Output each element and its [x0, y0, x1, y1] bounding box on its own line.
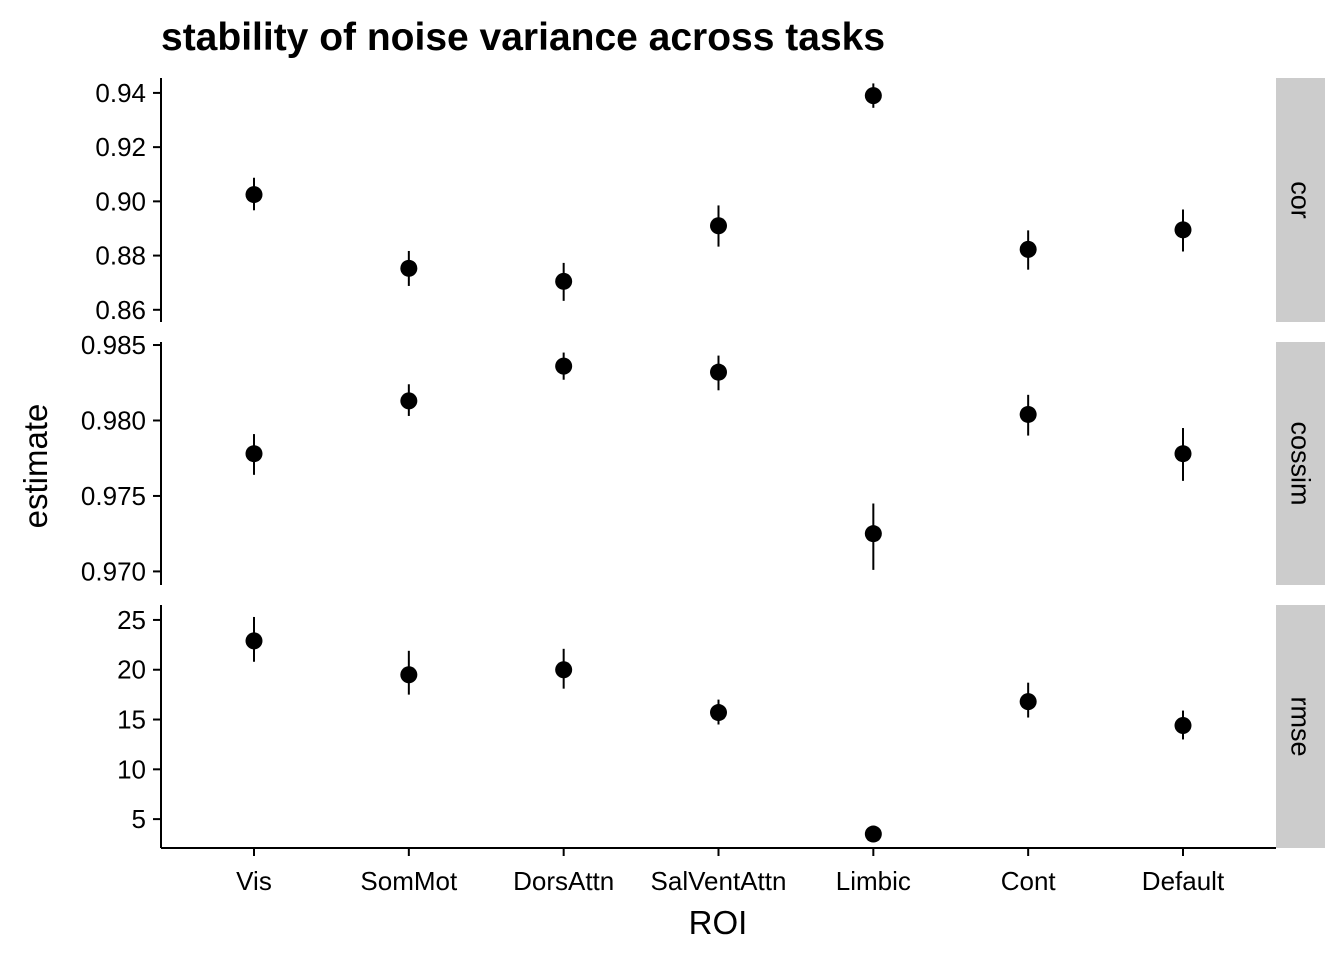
facet-strip-label-cor: cor: [1286, 181, 1316, 219]
point-cossim-Limbic: [864, 525, 882, 543]
facet-strip-cossim: [1276, 342, 1325, 585]
x-axis: Vis SomMot DorsAttn SalVentAttn Limbic Cont De…: [161, 847, 1276, 896]
x-tick-label-Limbic: Limbic: [836, 866, 911, 896]
point-cor-DorsAttn: [555, 272, 573, 290]
facet-panel-cossim: 0.970 0.975 0.980 0.985 cossim: [81, 330, 1325, 586]
point-cossim-SalVentAttn: [710, 363, 727, 381]
y-tick-label-rmse: 15: [117, 705, 146, 735]
point-cor-Vis: [245, 186, 263, 204]
y-tick-label-rmse: 25: [117, 605, 146, 635]
point-rmse-Vis: [245, 632, 263, 650]
point-cor-Cont: [1019, 240, 1037, 258]
point-rmse-DorsAttn: [555, 661, 573, 679]
point-cossim-SomMot: [400, 392, 418, 410]
point-rmse-SalVentAttn: [710, 704, 727, 722]
y-tick-label-cossim: 0.970: [81, 556, 146, 586]
y-tick-label-cor: 0.88: [95, 241, 146, 271]
y-tick-label-cor: 0.86: [95, 295, 146, 325]
y-tick-label-cor: 0.94: [95, 78, 146, 108]
point-cossim-DorsAttn: [555, 357, 573, 375]
point-cor-SomMot: [400, 259, 418, 277]
point-rmse-SomMot: [400, 666, 418, 684]
x-tick-label-SomMot: SomMot: [360, 866, 458, 896]
point-cor-Default: [1174, 221, 1192, 239]
y-axis-title: estimate: [17, 404, 54, 529]
point-rmse-Limbic: [864, 825, 882, 843]
point-rmse-Default: [1174, 717, 1192, 735]
facet-panel-cor: 0.86 0.88 0.90 0.92 0.94 cor: [95, 78, 1325, 325]
point-cossim-Vis: [245, 445, 263, 463]
chart-title: stability of noise variance across tasks: [161, 16, 885, 59]
y-tick-label-cor: 0.92: [95, 132, 146, 162]
facet-strip-label-cossim: cossim: [1286, 421, 1316, 505]
facet-strip-label-rmse: rmse: [1286, 697, 1316, 757]
y-tick-label-rmse: 20: [117, 655, 146, 685]
facet-panel-rmse: 5 10 15 20 25 rmse: [117, 605, 1325, 848]
x-tick-label-Cont: Cont: [1001, 866, 1057, 896]
facet-strip-rmse: [1276, 605, 1325, 848]
point-cossim-Cont: [1019, 405, 1037, 423]
facet-strip-cor: [1276, 78, 1325, 322]
point-rmse-Cont: [1019, 693, 1037, 711]
x-tick-label-SalVentAttn: SalVentAttn: [651, 866, 787, 896]
y-tick-label-rmse: 10: [117, 754, 146, 784]
y-tick-label-cor: 0.90: [95, 186, 146, 216]
facets-layer: 0.860.880.900.920.94cor0.9700.9750.9800.…: [81, 78, 1325, 848]
point-cor-Limbic: [864, 87, 882, 105]
x-axis-title: ROI: [689, 904, 748, 941]
x-tick-label-Default: Default: [1142, 866, 1225, 896]
y-tick-label-cossim: 0.980: [81, 405, 146, 435]
y-tick-label-cossim: 0.985: [81, 330, 146, 360]
y-tick-label-rmse: 5: [132, 804, 146, 834]
point-cor-SalVentAttn: [710, 217, 727, 235]
y-tick-label-cossim: 0.975: [81, 481, 146, 511]
x-tick-label-DorsAttn: DorsAttn: [513, 866, 614, 896]
point-cossim-Default: [1174, 445, 1192, 463]
x-tick-label-Vis: Vis: [236, 866, 272, 896]
